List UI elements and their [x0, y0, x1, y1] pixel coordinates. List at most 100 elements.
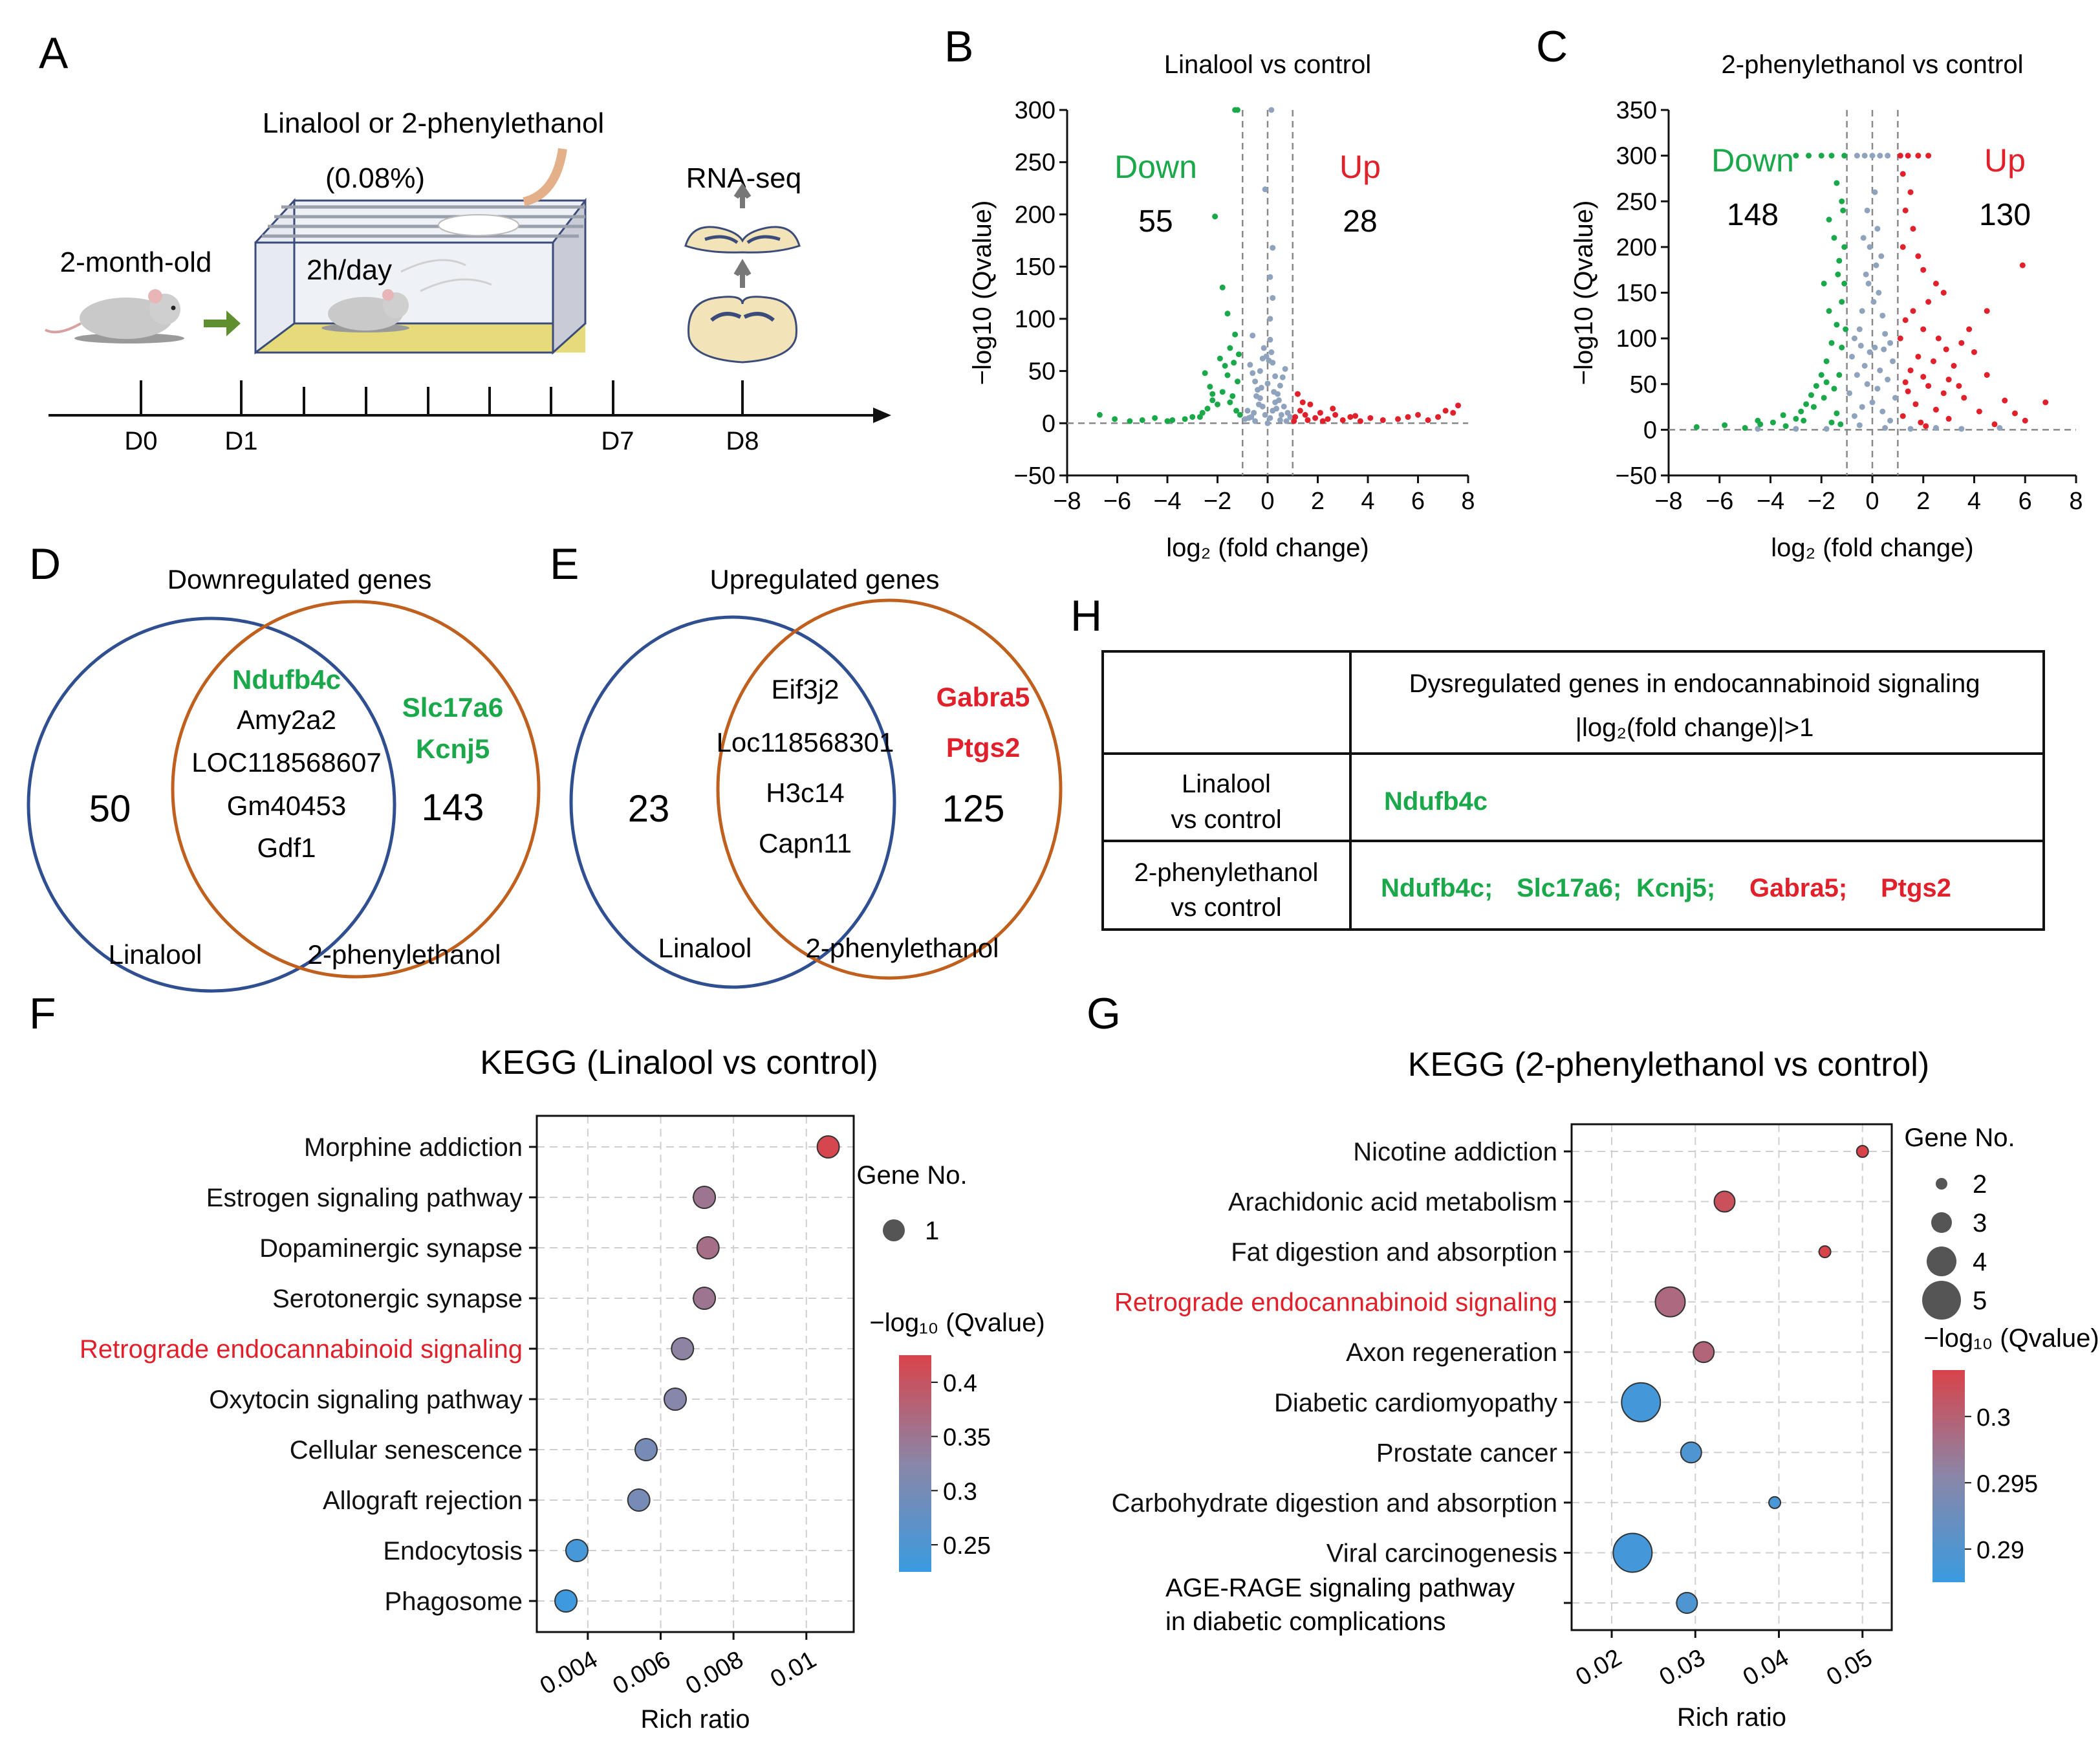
x-tick-label: 0 — [1865, 488, 1879, 515]
y-axis-title: −log10 (Qvalue) — [968, 201, 997, 386]
data-point-up — [2042, 399, 2049, 406]
data-point-down — [1722, 422, 1728, 428]
x-tick-label: 0.006 — [609, 1646, 675, 1700]
colorbar — [899, 1355, 931, 1572]
venn-gene: H3c14 — [766, 778, 844, 808]
data-bubble — [671, 1337, 695, 1360]
table-header-criterion: |log₂(fold change)|>1 — [1575, 713, 1814, 742]
venn-title: Upregulated genes — [710, 564, 940, 594]
x-tick-label: 0.03 — [1655, 1644, 1710, 1691]
data-point-ns — [1252, 378, 1259, 385]
data-point-ns — [1275, 397, 1282, 404]
venn-count-right: 143 — [422, 787, 484, 829]
venn-gene: Eif3j2 — [771, 674, 839, 704]
data-point-ns — [1823, 426, 1830, 432]
data-point-ns — [1864, 207, 1870, 213]
day-label: D8 — [726, 427, 759, 455]
data-point-down — [1801, 417, 1807, 424]
data-point-ns — [1271, 389, 1277, 395]
colorbar-tick-label: 0.4 — [943, 1370, 977, 1397]
data-point-down — [1803, 401, 1810, 408]
data-point-up — [1925, 299, 1932, 305]
data-point-up — [1912, 401, 1919, 408]
day-label: D1 — [224, 427, 257, 455]
cage-illustration — [254, 147, 587, 355]
data-point-down — [1182, 416, 1188, 422]
data-point-ns — [1279, 374, 1286, 380]
venn-gene: Ptgs2 — [946, 732, 1020, 763]
data-point-up — [1925, 153, 1932, 159]
category-label: Serotonergic synapse — [272, 1285, 523, 1313]
data-bubble — [1856, 1145, 1869, 1158]
data-point-down — [1828, 340, 1835, 346]
y-tick-label: 100 — [1616, 325, 1657, 353]
data-point-down — [1127, 418, 1133, 424]
data-point-ns — [1877, 153, 1883, 159]
category-label: Diabetic cardiomyopathy — [1274, 1389, 1557, 1417]
data-point-down — [1222, 363, 1228, 369]
data-point-down — [1742, 425, 1748, 431]
x-tick-label: 0.04 — [1738, 1644, 1793, 1691]
venn-circle-2-phenylethanol — [171, 600, 541, 979]
size-legend-label: 2 — [1973, 1170, 1987, 1199]
chart-title: 2-phenylethanol vs control — [1722, 50, 2024, 79]
data-point-up — [1425, 417, 1431, 423]
data-point-ns — [1272, 373, 1279, 380]
data-bubble — [693, 1287, 717, 1310]
data-point-ns — [1282, 365, 1288, 372]
data-point-ns — [1268, 349, 1275, 356]
data-point-down — [1232, 331, 1239, 338]
x-tick-label: 4 — [1967, 488, 1981, 515]
plot-frame — [1570, 1123, 1893, 1631]
data-point-up — [1339, 417, 1346, 423]
data-point-ns — [1277, 417, 1283, 423]
data-point-ns — [1250, 332, 1256, 339]
data-point-ns — [1882, 425, 1889, 431]
data-point-down — [1780, 412, 1786, 419]
timeline: D0 D1 D7 D8 — [49, 380, 891, 455]
up-count: 28 — [1343, 204, 1377, 239]
data-point-down — [1782, 423, 1789, 430]
data-point-up — [1295, 391, 1301, 397]
category-label: Nicotine addiction — [1353, 1138, 1557, 1166]
data-point-down — [1212, 213, 1218, 220]
mouse-illustration — [45, 289, 184, 343]
data-point-up — [1991, 421, 1998, 428]
data-point-ns — [1270, 295, 1276, 301]
panel-e: E Upregulated genes 23 125 Eif3j2 Loc118… — [550, 539, 1063, 989]
x-tick-label: −2 — [1808, 488, 1835, 515]
data-point-up — [1299, 399, 1306, 406]
table-gene: Ptgs2 — [1881, 874, 1951, 902]
data-point-up — [1900, 413, 1906, 419]
x-axis-title: Rich ratio — [1677, 1703, 1786, 1732]
data-point-ns — [1268, 107, 1275, 113]
data-point-ns — [1267, 274, 1273, 280]
panel-letter-a: A — [39, 28, 69, 78]
table-row-label: 2-phenylethanol — [1134, 858, 1319, 887]
up-count: 130 — [1979, 198, 2031, 232]
y-tick-label: 100 — [1015, 306, 1055, 333]
data-point-down — [1231, 360, 1237, 366]
y-tick-label: 150 — [1616, 280, 1657, 307]
data-point-up — [1332, 411, 1339, 418]
data-point-down — [1235, 378, 1240, 385]
data-point-up — [1943, 346, 1949, 353]
x-tick-label: 0.02 — [1571, 1644, 1626, 1691]
data-point-down — [1793, 415, 1799, 422]
data-point-down — [1826, 217, 1832, 223]
panel-h: H Dysregulated genes in endocannabinoid … — [1070, 591, 2045, 931]
data-point-ns — [1887, 417, 1894, 424]
data-point-down — [1806, 153, 1812, 159]
data-point-ns — [1882, 331, 1889, 337]
y-tick-label: 300 — [1616, 143, 1657, 170]
data-point-up — [1945, 415, 1952, 422]
data-point-down — [1235, 351, 1242, 358]
size-legend-label: 1 — [925, 1217, 939, 1245]
data-point-ns — [1267, 316, 1273, 322]
data-point-ns — [1865, 280, 1872, 287]
data-point-up — [1905, 388, 1911, 395]
data-point-ns — [1958, 426, 1965, 432]
venn-gene: Kcnj5 — [416, 734, 490, 764]
data-point-up — [1897, 153, 1903, 159]
data-point-ns — [1270, 360, 1276, 366]
